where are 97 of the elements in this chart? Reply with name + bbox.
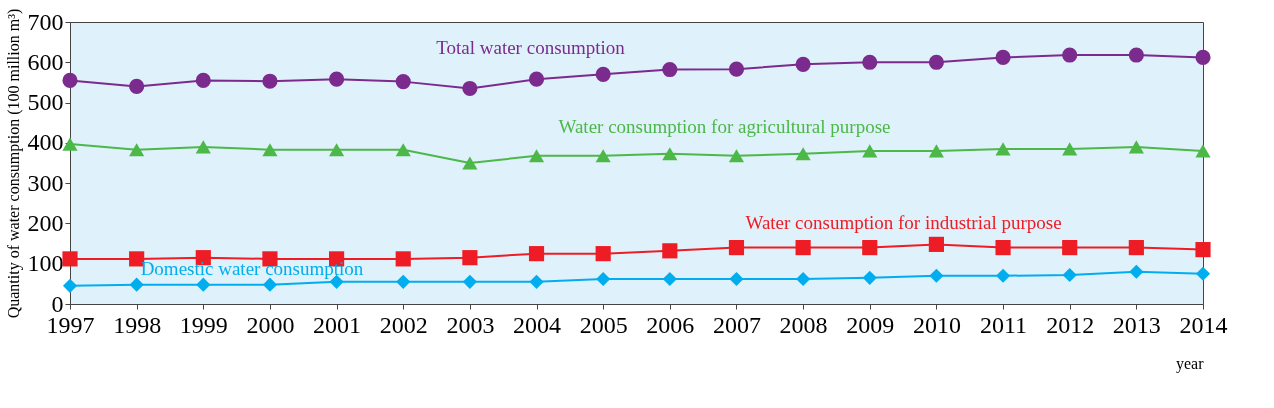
point bbox=[462, 156, 478, 170]
point bbox=[995, 268, 1011, 283]
point bbox=[928, 54, 944, 70]
point bbox=[462, 250, 478, 266]
x-tick-label: 2009 bbox=[846, 311, 895, 338]
point bbox=[1062, 240, 1078, 256]
x-axis-title: year bbox=[1175, 354, 1205, 373]
point bbox=[795, 240, 811, 256]
point bbox=[62, 137, 78, 151]
point bbox=[1195, 144, 1211, 158]
y-tick-label: 400 bbox=[27, 129, 64, 156]
point bbox=[795, 147, 811, 161]
x-tick-label: 2013 bbox=[1112, 311, 1161, 338]
point bbox=[995, 240, 1011, 256]
point bbox=[262, 143, 278, 157]
point bbox=[129, 78, 145, 95]
point bbox=[1195, 242, 1211, 258]
point bbox=[195, 140, 211, 154]
series-label: Domestic water consumption bbox=[140, 257, 364, 279]
point bbox=[129, 277, 144, 292]
point bbox=[796, 271, 811, 287]
point bbox=[862, 144, 878, 158]
point bbox=[729, 271, 744, 287]
point bbox=[195, 72, 211, 88]
x-tick-label: 2003 bbox=[446, 311, 495, 338]
point bbox=[662, 147, 678, 161]
point bbox=[662, 243, 678, 259]
point bbox=[928, 144, 944, 158]
point bbox=[795, 56, 811, 72]
point bbox=[395, 143, 411, 157]
point bbox=[929, 268, 944, 283]
point bbox=[62, 72, 78, 88]
y-tick-label: 700 bbox=[27, 8, 64, 35]
x-tick-label: 2007 bbox=[712, 311, 761, 338]
point bbox=[862, 270, 877, 285]
point bbox=[728, 61, 745, 77]
point bbox=[595, 66, 611, 82]
point bbox=[596, 271, 611, 287]
point bbox=[1128, 240, 1144, 256]
point bbox=[529, 274, 544, 289]
point bbox=[396, 274, 411, 289]
series-label: Water consumption for industrial purpose bbox=[745, 211, 1062, 233]
point bbox=[62, 278, 78, 293]
point bbox=[1062, 142, 1078, 156]
point bbox=[1062, 47, 1078, 63]
point bbox=[528, 149, 545, 163]
y-tick-label: 300 bbox=[27, 169, 64, 196]
point bbox=[595, 149, 611, 163]
point bbox=[329, 143, 345, 157]
series-label: Water consumption for agricultural purpose bbox=[558, 115, 891, 137]
point bbox=[329, 71, 345, 87]
y-tick-label: 600 bbox=[27, 48, 64, 75]
x-tick-label: 1998 bbox=[113, 311, 162, 338]
point bbox=[662, 61, 678, 78]
x-tick-label: 2005 bbox=[579, 311, 628, 338]
point bbox=[728, 149, 745, 163]
y-axis-title: Quantity of water consumption (100 million m³) bbox=[4, 8, 23, 319]
point bbox=[262, 277, 278, 292]
point bbox=[1129, 264, 1144, 279]
x-tick-label: 2002 bbox=[379, 311, 428, 338]
x-tick-label: 2010 bbox=[912, 311, 961, 338]
x-tick-label: 2006 bbox=[646, 311, 695, 338]
x-tick-label: 2004 bbox=[513, 311, 562, 338]
point bbox=[528, 71, 545, 87]
x-tick-label: 2012 bbox=[1046, 311, 1095, 338]
point bbox=[862, 54, 878, 70]
y-tick-label: 200 bbox=[27, 209, 64, 236]
point bbox=[395, 251, 411, 267]
x-tick-label: 2000 bbox=[246, 311, 295, 338]
x-tick-label: 2001 bbox=[313, 311, 362, 338]
point bbox=[129, 143, 145, 157]
point bbox=[928, 236, 944, 252]
point bbox=[395, 74, 411, 90]
point bbox=[1062, 267, 1077, 283]
point bbox=[1195, 49, 1211, 66]
y-tick-label: 500 bbox=[27, 89, 64, 116]
point bbox=[1195, 266, 1211, 281]
y-tick-label: 100 bbox=[27, 250, 64, 277]
point bbox=[662, 271, 677, 287]
point bbox=[595, 246, 611, 262]
point bbox=[196, 277, 211, 292]
point bbox=[462, 274, 477, 289]
x-tick-label: 2014 bbox=[1179, 311, 1228, 338]
point bbox=[528, 246, 545, 262]
point bbox=[62, 251, 78, 267]
series-label: Total water consumption bbox=[436, 36, 626, 58]
x-tick-label: 1999 bbox=[179, 311, 228, 338]
point bbox=[995, 49, 1011, 66]
point bbox=[862, 240, 878, 256]
point bbox=[262, 73, 278, 89]
point bbox=[1128, 140, 1144, 154]
point bbox=[462, 80, 478, 97]
x-tick-label: 2011 bbox=[980, 311, 1028, 338]
point bbox=[995, 142, 1011, 156]
point bbox=[728, 240, 745, 256]
x-tick-label: 2008 bbox=[779, 311, 828, 338]
point bbox=[1128, 47, 1144, 63]
